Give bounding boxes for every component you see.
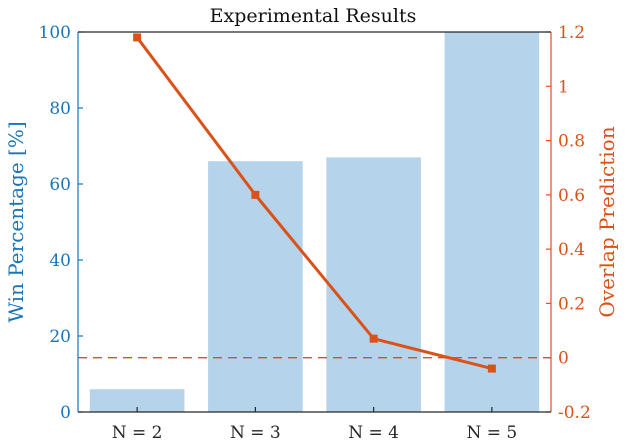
series-line [135,36,493,371]
right-axis-tick-label: 0.2 [558,294,585,314]
left-axis-tick-label: 40 [49,251,71,271]
chart-title: Experimental Results [210,5,417,27]
left-axis-tick-label: 60 [49,175,71,195]
right-axis-tick-label: 0 [558,349,569,369]
right-axis-tick-label: 0.6 [558,186,585,206]
bar [89,389,185,412]
x-axis: N = 2 N = 3 N = 4 N = 5 [78,31,551,443]
right-axis: -0.2 0 0.2 0.4 0.6 0.8 1 1.2 [546,23,591,423]
left-axis-tick-label: 0 [60,403,71,423]
bars-layer [89,32,540,412]
line-point [251,190,260,199]
right-axis-tick-label: 1 [558,77,569,97]
x-axis-tick-label: N = 3 [230,423,281,443]
right-axis-tick-label: 0.8 [558,132,585,152]
right-axis-label: Overlap Prediction [595,126,619,317]
left-axis-tick-label: 100 [39,23,71,43]
line-point [133,33,142,42]
x-axis-tick-label: N = 5 [467,423,518,443]
left-axis-tick-label: 20 [49,327,71,347]
right-axis-tick-label: 0.4 [558,240,585,260]
line-point [369,334,378,343]
line-layer [133,33,496,373]
left-axis-tick-label: 80 [49,99,71,119]
right-axis-tick-label: 1.2 [558,23,585,43]
line-point [487,364,496,373]
bar [326,157,421,412]
left-axis: 0 20 40 60 80 100 [39,23,83,423]
right-axis-tick-label: -0.2 [558,403,591,423]
x-axis-tick-label: N = 4 [348,423,399,443]
x-axis-tick-label: N = 2 [112,423,163,443]
bar [444,32,540,412]
bar [208,161,303,412]
left-axis-label: Win Percentage [%] [4,121,28,322]
